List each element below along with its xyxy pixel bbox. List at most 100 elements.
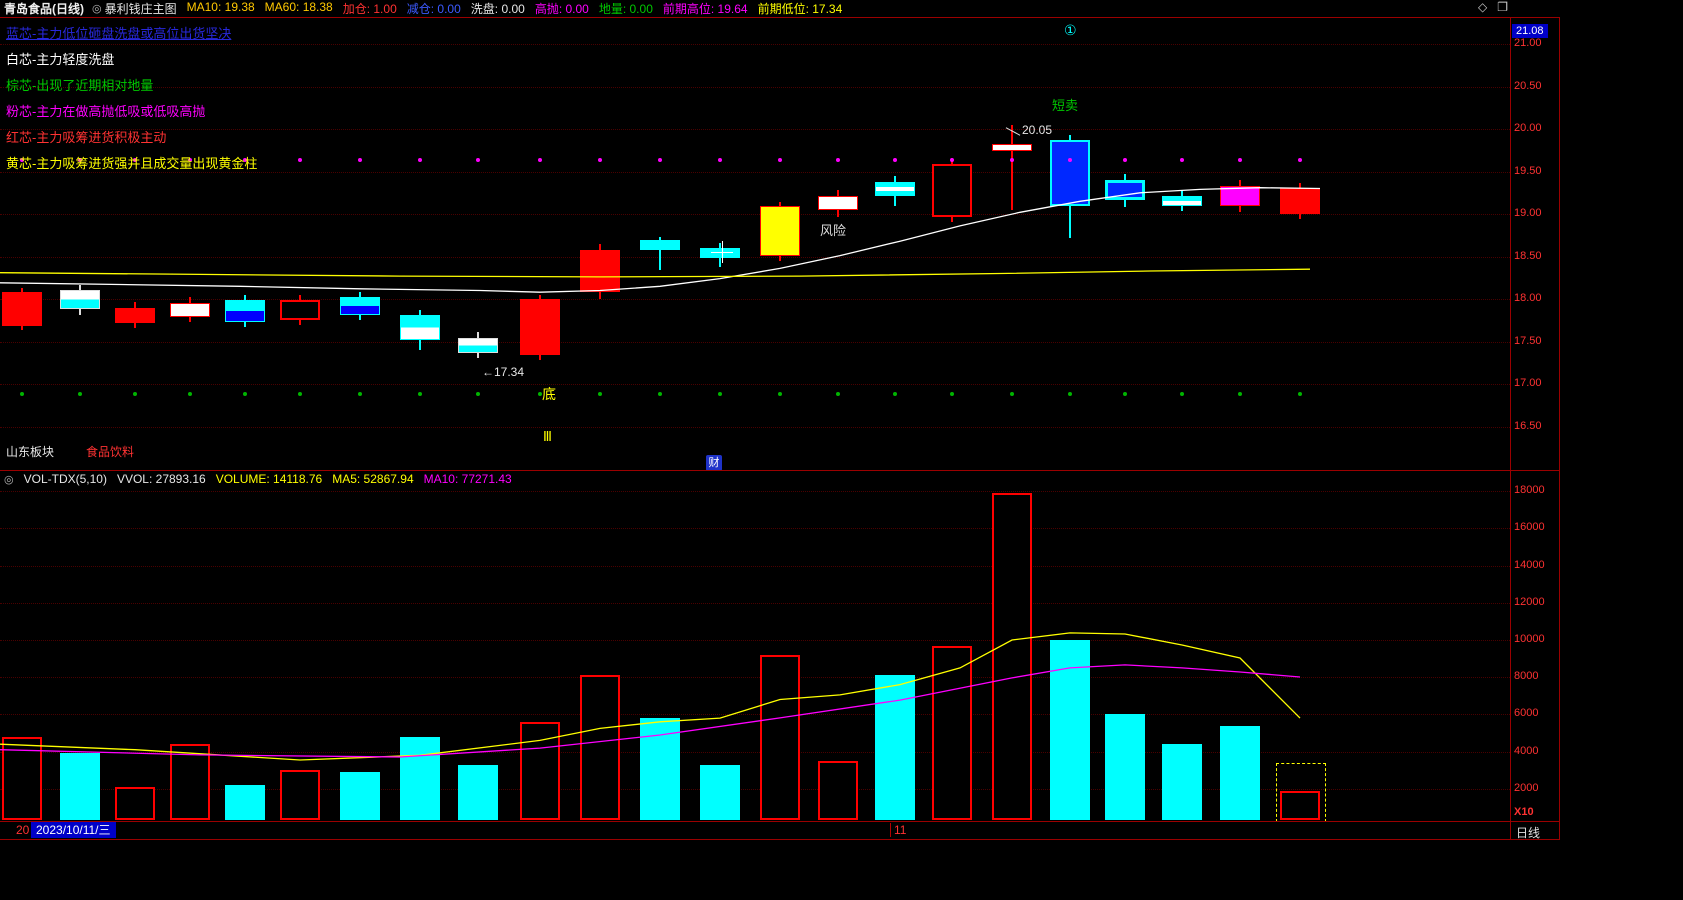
indicator-field: MA10: 19.38 <box>186 0 255 14</box>
signal-dot <box>836 157 840 162</box>
ma-lines <box>0 187 1321 293</box>
candle-body <box>875 181 915 197</box>
signal-dot <box>538 157 542 162</box>
volume-gridline <box>0 640 1510 641</box>
volume-field: MA10: 77271.43 <box>423 472 512 486</box>
divider <box>0 470 1560 471</box>
volume-axis-label: 4000 <box>1514 744 1539 757</box>
price-axis-label: 21.00 <box>1514 37 1542 49</box>
volume-chart[interactable]: ◎ VOL-TDX(5,10) VVOL: 27893.16 VOLUME: 1411… <box>0 470 1510 821</box>
volume-bar <box>992 493 1032 820</box>
divider <box>1510 17 1511 839</box>
signal-dot <box>78 392 82 397</box>
signal-dot <box>1068 392 1072 397</box>
signal-dot <box>1123 392 1127 397</box>
main-chart[interactable]: 蓝芯-主力低位砸盘洗盘或高位出货坚决 白芯-主力轻度洗盘 棕芯-出现了近期相对地量粉… <box>0 17 1510 470</box>
indicator-icon[interactable]: ◎ <box>4 473 14 486</box>
ma-line-MA60 <box>0 268 1311 278</box>
volume-bar <box>1220 725 1260 820</box>
volume-gridline <box>0 677 1510 679</box>
volume-bar <box>280 770 320 820</box>
candle-body <box>458 338 498 354</box>
signal-dot <box>836 392 840 397</box>
price-axis-label: 18.00 <box>1514 292 1542 304</box>
cai-badge[interactable]: 财 <box>706 455 722 470</box>
legend-item: 蓝芯-主力低位砸盘洗盘或高位出货坚决 <box>6 26 232 41</box>
signal-dot <box>1298 157 1302 162</box>
stock-title: 青岛食品(日线) <box>4 2 84 16</box>
volume-bar <box>520 721 560 820</box>
period-label[interactable]: 日线 <box>1516 826 1541 839</box>
volume-bar <box>875 675 915 820</box>
signal-dot <box>1180 392 1184 397</box>
diamond-icon[interactable]: ◇ <box>1478 0 1488 14</box>
sector-label[interactable]: 食品饮料 <box>86 445 135 459</box>
indicator-values: MA10: 19.38 MA60: 18.38 加仓: 1.00 减仓: 0.00 洗盘… <box>187 0 843 17</box>
price-axis: 21.08 21.00 20.50 20.00 19.50 19.00 18.50 18.00… <box>1510 17 1560 839</box>
candle-body <box>170 303 210 317</box>
signal-dot <box>598 392 602 397</box>
volume-bar <box>818 760 858 820</box>
price-axis-label: 20.00 <box>1514 122 1542 134</box>
sector-label[interactable]: 山东板块 <box>6 445 55 459</box>
signal-dot <box>658 392 662 397</box>
price-gridline <box>0 341 1510 343</box>
signal-dot <box>133 157 137 162</box>
price-gridline <box>0 384 1510 385</box>
signal-dot <box>188 157 192 162</box>
window-icon[interactable]: ❐ <box>1497 0 1508 14</box>
candle-body <box>1050 140 1090 207</box>
volume-field: VVOL: 27893.16 <box>116 472 206 486</box>
candle-body <box>580 249 620 293</box>
volume-bar <box>1105 714 1145 820</box>
volume-bar <box>115 786 155 820</box>
divider <box>0 17 1560 18</box>
candle-body <box>115 308 155 323</box>
volume-unit-label: X10 <box>1514 806 1534 818</box>
volume-axis-label: 10000 <box>1514 633 1545 645</box>
indicator-icon[interactable]: ◎ <box>92 3 102 15</box>
price-high-badge: 21.08 <box>1512 24 1548 38</box>
candle-body <box>60 289 100 310</box>
volume-gridline <box>0 751 1510 753</box>
date-axis: 20 2023/10/11/三 11 <box>0 822 1510 839</box>
divider <box>0 821 1560 822</box>
volume-gridline <box>0 714 1510 716</box>
candle-body <box>640 240 680 250</box>
signal-dot <box>418 392 422 397</box>
indicator-field: MA60: 18.38 <box>264 0 333 14</box>
candle-wick <box>1011 124 1013 210</box>
volume-bar <box>225 785 265 820</box>
signal-dot <box>1238 157 1242 162</box>
signal-dot <box>476 157 480 162</box>
candle-body <box>932 163 972 218</box>
signal-dot <box>538 392 542 397</box>
chart-annotation: ① <box>1064 22 1077 38</box>
volume-axis-label: 8000 <box>1514 670 1539 683</box>
volume-gridline <box>0 491 1510 493</box>
signal-dot <box>1010 392 1014 397</box>
price-axis-label: 17.00 <box>1514 377 1542 389</box>
signal-dot <box>133 392 137 397</box>
volume-gridline <box>0 788 1510 790</box>
signal-dot <box>358 157 362 162</box>
volume-bar <box>932 645 972 820</box>
volume-bar <box>760 654 800 820</box>
volume-bar <box>1050 640 1090 820</box>
indicator-field: 高抛: 0.00 <box>534 2 589 16</box>
price-gridline <box>0 214 1510 215</box>
price-gridline <box>0 256 1510 258</box>
chart-annotation: 底 <box>542 386 556 402</box>
signal-dot <box>598 157 602 162</box>
price-axis-label: 19.00 <box>1514 207 1542 219</box>
signal-dot <box>188 392 192 397</box>
signal-dot <box>658 157 662 162</box>
volume-field: MA5: 52867.94 <box>332 472 414 486</box>
indicator-name[interactable]: 暴利钱庄主图 <box>104 2 177 16</box>
volume-bar <box>1280 790 1320 820</box>
volume-axis-label: 12000 <box>1514 595 1545 608</box>
chart-annotation: Ⅲ <box>543 429 552 444</box>
volume-field: VOLUME: 14118.76 <box>215 472 323 486</box>
signal-dot <box>893 392 897 397</box>
legend-item: 粉芯-主力在做高抛低吸或低吸高抛 <box>6 104 206 119</box>
